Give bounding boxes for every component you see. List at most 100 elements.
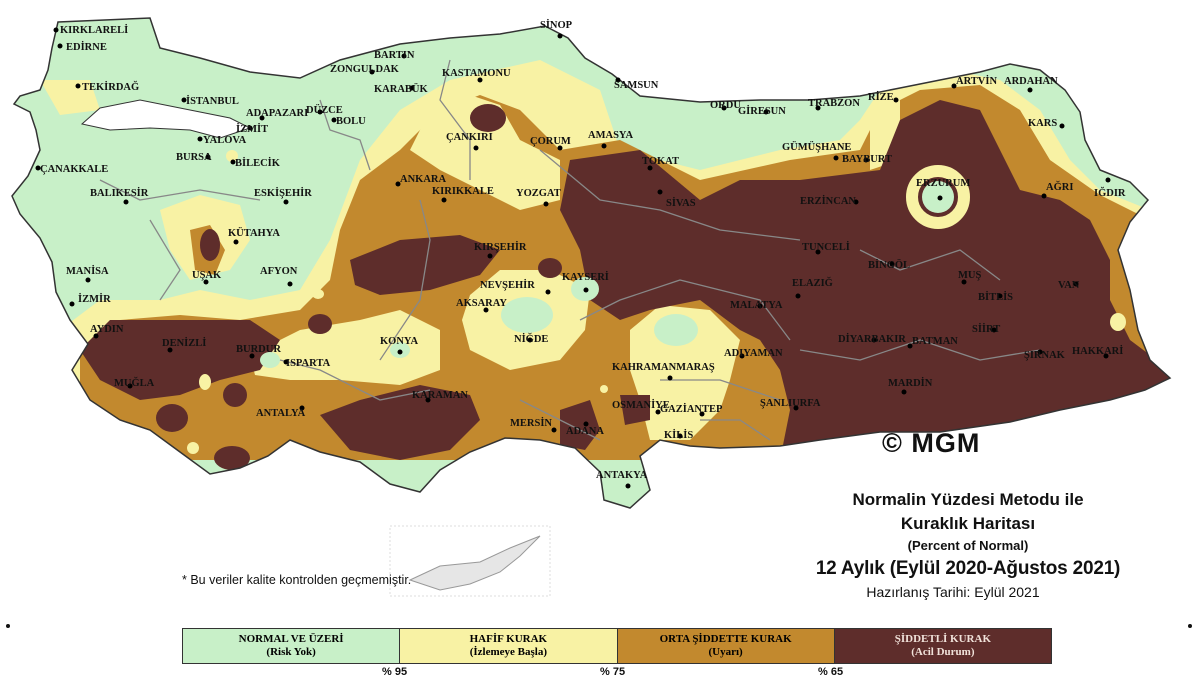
legend-orta: ORTA ŞİDDETTE KURAK (Uyarı) [617, 629, 835, 663]
city-label: HAKKARİ [1072, 345, 1123, 357]
title-line-3: (Percent of Normal) [907, 538, 1029, 553]
city-marker: EDİRNE [57, 41, 107, 53]
city-label: BAYBURT [842, 154, 892, 165]
city-label: BİTLİS [978, 291, 1013, 303]
city-label: KARABÜK [374, 82, 429, 95]
corner-dot [6, 624, 10, 628]
marmara-sea [80, 99, 252, 139]
city-marker: ÇANKIRI [446, 132, 493, 151]
city-label: MANİSA [66, 265, 109, 277]
city-marker: TOKAT [642, 156, 679, 171]
city-label: ÇORUM [530, 136, 571, 147]
city-marker: ÇANAKKALE [35, 164, 108, 175]
city-marker: YOZGAT [516, 188, 561, 207]
legend-label: HAFİF KURAK [469, 633, 548, 645]
city-marker: BAYBURT [842, 154, 892, 165]
province-borders [99, 59, 1041, 441]
city-label: ELAZIĞ [792, 276, 833, 289]
legend-label: ORTA ŞİDDETTE KURAK [659, 633, 792, 645]
city-marker: NEVŞEHİR [480, 279, 551, 295]
city-label: ERZİNCAN [800, 195, 856, 207]
city-label: TUNCELİ [802, 241, 850, 253]
city-marker: ZONGULDAK [330, 64, 400, 75]
city-marker: ERZURUM [916, 178, 970, 201]
city-label: ADANA [566, 426, 604, 437]
mgm-watermark: © MGM [882, 428, 981, 458]
city-label: GİRESUN [738, 105, 786, 117]
city-label: KIRIKKALE [432, 186, 494, 197]
city-marker: OSMANİYE [612, 399, 670, 415]
legend-label: ŞİDDETLİ KURAK [894, 633, 992, 645]
city-label: AFYON [260, 266, 298, 277]
city-label: YALOVA [203, 135, 247, 146]
city-label: MALATYA [730, 300, 783, 311]
city-marker: BATMAN [907, 336, 958, 349]
city-label: RİZE [868, 91, 894, 103]
threshold-75: % 75 [600, 666, 626, 678]
city-label: MUĞLA [114, 376, 155, 389]
city-label: İZMİT [236, 123, 268, 135]
city-marker: MARDİN [888, 377, 933, 395]
city-marker: GÜMÜŞHANE [782, 140, 851, 161]
city-marker: GİRESUN [738, 105, 786, 117]
cyprus-shape [408, 535, 541, 591]
city-marker: KÜTAHYA [228, 226, 280, 245]
city-marker: SİİRT [972, 323, 1000, 335]
city-marker: DENİZLİ [162, 337, 206, 353]
city-marker: SİVAS [657, 189, 696, 209]
city-label: EDİRNE [66, 41, 107, 53]
threshold-95: % 95 [382, 666, 408, 678]
city-label: KARAMAN [412, 390, 468, 401]
city-marker: ORDU [710, 100, 741, 111]
city-label: DİYARBAKIR [838, 333, 906, 345]
city-marker: İZMİT [236, 123, 268, 135]
city-marker: GAZİANTEP [660, 403, 723, 417]
city-label: DENİZLİ [162, 337, 206, 349]
city-label: ŞANLIURFA [760, 398, 821, 409]
city-marker: ELAZIĞ [792, 276, 833, 299]
city-marker: TRABZON [808, 98, 860, 111]
city-label: SİNOP [540, 19, 573, 31]
city-marker: DİYARBAKIR [838, 333, 906, 345]
legend-sub: (Acil Durum) [911, 646, 975, 658]
city-marker: SİNOP [540, 19, 573, 39]
city-marker: ANTAKYA [596, 470, 648, 489]
city-marker: BURDUR [236, 344, 281, 359]
city-marker: ANKARA [395, 174, 446, 187]
quality-note: * Bu veriler kalite kontrolden geçmemişt… [182, 573, 412, 587]
city-marker: BURSA [176, 152, 212, 163]
city-marker: KAHRAMANMARAŞ [612, 362, 715, 381]
region-hafif-dots [187, 150, 1126, 454]
legend-sub: (İzlemeye Başla) [469, 646, 548, 658]
city-marker: MUŞ [958, 270, 981, 285]
city-marker: UŞAK [192, 270, 222, 285]
city-marker: ARDAHAN [1004, 76, 1058, 93]
city-marker: TUNCELİ [802, 241, 850, 255]
city-label: SİİRT [972, 323, 1000, 335]
city-marker: ADIYAMAN [724, 348, 783, 359]
city-marker: ISPARTA [283, 358, 331, 369]
threshold-65: % 65 [818, 666, 844, 678]
city-marker: IĞDIR [1094, 177, 1126, 199]
region-hafif-islands [250, 95, 900, 440]
city-label: UŞAK [192, 270, 222, 281]
city-marker: RİZE [868, 91, 899, 103]
city-label: BATMAN [912, 336, 958, 347]
cyprus-box [389, 525, 551, 597]
city-marker: ESKİŞEHİR [254, 187, 312, 205]
city-label: KASTAMONU [442, 68, 511, 79]
city-marker: BOLU [331, 116, 366, 127]
city-label: KÜTAHYA [228, 226, 280, 239]
legend-hafif: HAFİF KURAK (İzlemeye Başla) [400, 629, 618, 663]
city-marker: BİLECİK [230, 157, 281, 169]
city-marker: KIRKLARELİ [53, 24, 128, 36]
city-marker: HAKKARİ [1072, 345, 1123, 359]
legend-sub: (Risk Yok) [266, 646, 316, 658]
city-label: MERSİN [510, 417, 552, 429]
city-marker: ANTALYA [256, 405, 306, 419]
city-marker: KİLİS [664, 429, 693, 441]
city-label: ŞIRNAK [1024, 350, 1066, 361]
city-label: ADIYAMAN [724, 348, 783, 359]
legend-sub: (Uyarı) [708, 646, 743, 658]
city-label: ARDAHAN [1004, 76, 1058, 87]
